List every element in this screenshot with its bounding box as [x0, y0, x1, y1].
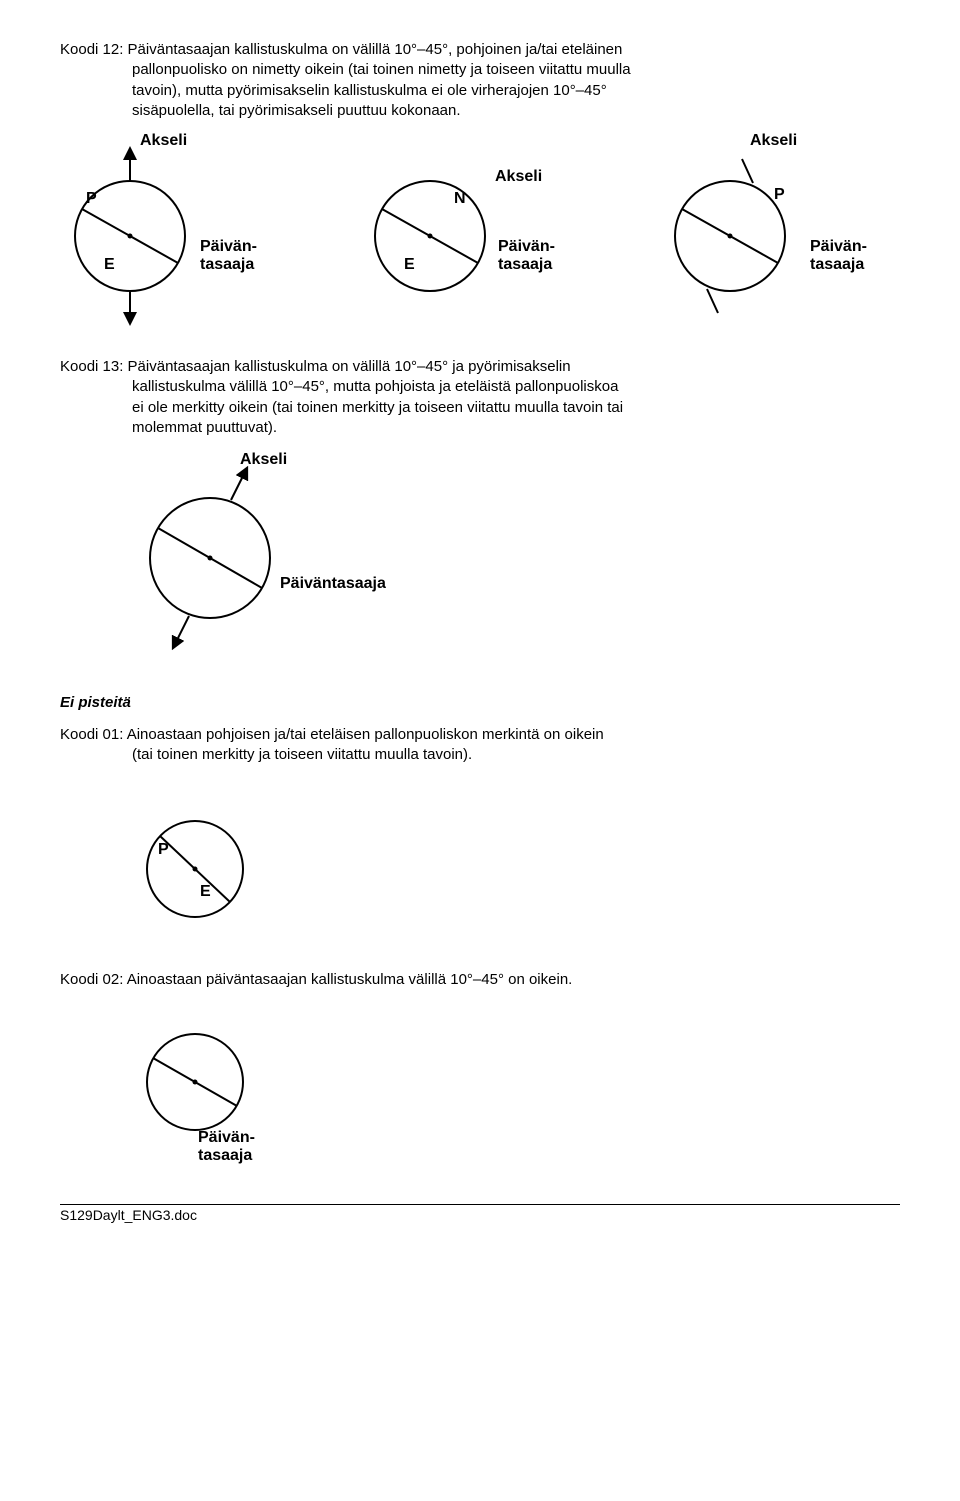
label-P-01: P [158, 841, 169, 858]
akseli-label-2: Akseli [495, 168, 542, 185]
koodi12-diagram-1: Akseli P E Päivän- tasaaja [60, 131, 320, 331]
koodi13-text: Koodi 13: Päiväntasaajan kallistuskulma … [60, 357, 900, 438]
paivan-label-3a: Päivän- [810, 238, 867, 255]
label-P: P [86, 190, 97, 207]
koodi12-line3: tavoin), mutta pyörimisakselin kallistus… [60, 81, 900, 101]
paivan-label-a: Päivän- [200, 238, 257, 255]
koodi13-line4: molemmat puuttuvat). [60, 418, 900, 438]
koodi02-diagram: Päivän- tasaaja [110, 1014, 330, 1164]
footer-filename: S129Daylt_ENG3.doc [60, 1204, 900, 1223]
paivan-label-3b: tasaaja [810, 256, 864, 273]
koodi13-diagram-row: Akseli Päiväntasaaja [60, 448, 900, 668]
koodi12-diagram-3: Akseli P Päivän- tasaaja [640, 131, 920, 331]
koodi12-line2: pallonpuolisko on nimetty oikein (tai to… [60, 60, 900, 80]
paivan-label-2b: tasaaja [498, 256, 552, 273]
koodi02-text: Koodi 02: Ainoastaan päiväntasaajan kall… [60, 970, 900, 990]
label-P-3: P [774, 186, 785, 203]
ei-pisteita-heading: Ei pisteitä [60, 694, 900, 711]
paivan-02a: Päivän- [198, 1129, 255, 1146]
akseli-label-3: Akseli [750, 132, 797, 149]
akseli-label-13: Akseli [240, 451, 287, 468]
koodi01-line2: (tai toinen merkitty ja toiseen viitattu… [60, 745, 900, 765]
paivan-02b: tasaaja [198, 1147, 252, 1164]
paivan-label-2a: Päivän- [498, 238, 555, 255]
label-E-2: E [404, 256, 415, 273]
label-N: N [454, 190, 466, 207]
koodi12-diagrams: Akseli P E Päivän- tasaaja Akseli N E Pä… [60, 131, 900, 331]
koodi12-line4: sisäpuolella, tai pyörimisakseli puuttuu… [60, 101, 900, 121]
koodi12-line1: Koodi 12: Päiväntasaajan kallistuskulma … [60, 40, 900, 60]
koodi13-line2: kallistuskulma välillä 10°–45°, mutta po… [60, 377, 900, 397]
label-E: E [104, 256, 115, 273]
koodi01-diagram: P E [110, 794, 310, 944]
koodi13-line3: ei ole merkitty oikein (tai toinen merki… [60, 398, 900, 418]
label-E-01: E [200, 883, 211, 900]
koodi02-diagram-row: Päivän- tasaaja [60, 1014, 900, 1164]
koodi12-diagram-2: Akseli N E Päivän- tasaaja [340, 131, 620, 331]
akseli-label: Akseli [140, 132, 187, 149]
koodi13-line1: Koodi 13: Päiväntasaajan kallistuskulma … [60, 357, 900, 377]
paivantasaaja-label: Päiväntasaaja [280, 575, 386, 592]
koodi12-text: Koodi 12: Päiväntasaajan kallistuskulma … [60, 40, 900, 121]
koodi01-line1: Koodi 01: Ainoastaan pohjoisen ja/tai et… [60, 725, 900, 745]
koodi02-line1: Koodi 02: Ainoastaan päiväntasaajan kall… [60, 970, 900, 990]
paivan-label-b: tasaaja [200, 256, 254, 273]
koodi13-diagram: Akseli Päiväntasaaja [130, 448, 530, 668]
koodi01-diagram-row: P E [60, 794, 900, 944]
koodi01-text: Koodi 01: Ainoastaan pohjoisen ja/tai et… [60, 725, 900, 766]
